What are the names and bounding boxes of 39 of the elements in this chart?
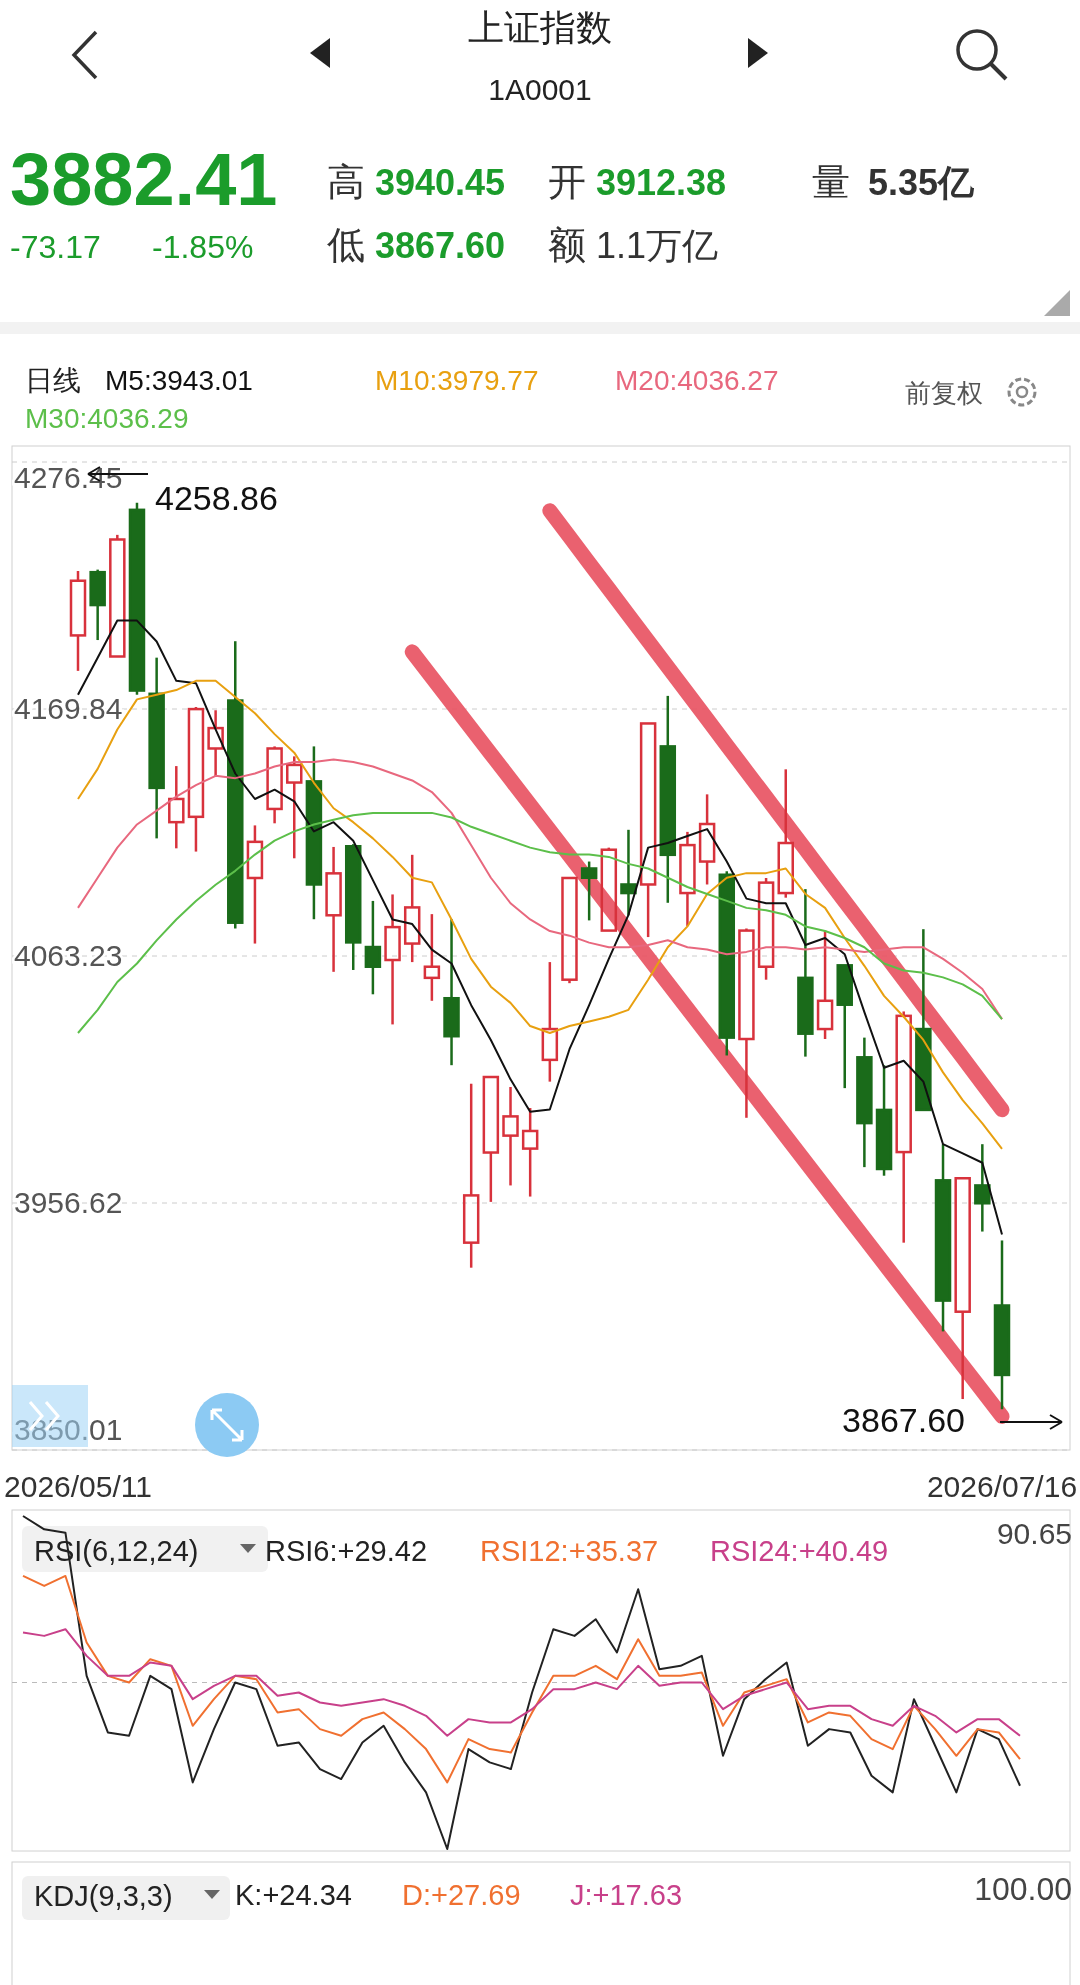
text: K:+24.34 (235, 1879, 352, 1911)
text: 5.35亿 (868, 162, 976, 203)
text: 高 (327, 161, 365, 203)
annotation: 4258.86 (155, 479, 278, 517)
text: 3940.45 (375, 162, 506, 203)
text: RSI6:+29.42 (265, 1535, 428, 1567)
text: 上证指数 (468, 7, 612, 48)
text: M30:4036.29 (25, 403, 189, 434)
text: RSI12:+35.37 (480, 1535, 659, 1567)
text: RSI24:+40.49 (710, 1535, 889, 1567)
text: D:+27.69 (402, 1879, 521, 1911)
annotation: 90.65 (996, 1517, 1072, 1550)
text: 低 (327, 224, 365, 266)
text: -73.17 (10, 229, 101, 265)
text: 量 (812, 161, 850, 203)
text: M10:3979.77 (375, 365, 539, 396)
y-tick-label: 4063.23 (14, 939, 123, 972)
text: M5:3943.01 (105, 365, 253, 396)
y-tick-label: 3956.62 (14, 1186, 123, 1219)
text: -1.85% (152, 229, 254, 265)
text: 3867.60 (375, 225, 506, 266)
text: 1A0001 (488, 73, 592, 106)
text: KDJ(9,3,3) (34, 1880, 173, 1912)
y-tick-label: 4276.45 (14, 461, 123, 494)
text: M20:4036.27 (615, 365, 779, 396)
text: 前复权 (905, 378, 983, 408)
text: 3882.41 (10, 138, 278, 221)
text: 100.00 (974, 1871, 1072, 1907)
text: J:+17.63 (570, 1879, 683, 1911)
chart-title: 日线 (25, 365, 81, 396)
annotation: 3867.60 (842, 1401, 965, 1439)
text: 额 (548, 224, 586, 266)
y-tick-label: 3850.01 (14, 1413, 123, 1446)
text: 1.1万亿 (596, 225, 719, 266)
y-tick-label: 4169.84 (14, 692, 123, 725)
text: 3912.38 (596, 162, 727, 203)
x-tick-label: 2026/07/16 (926, 1470, 1078, 1503)
x-tick-label: 2026/05/11 (4, 1470, 152, 1503)
text: 开 (548, 161, 586, 203)
